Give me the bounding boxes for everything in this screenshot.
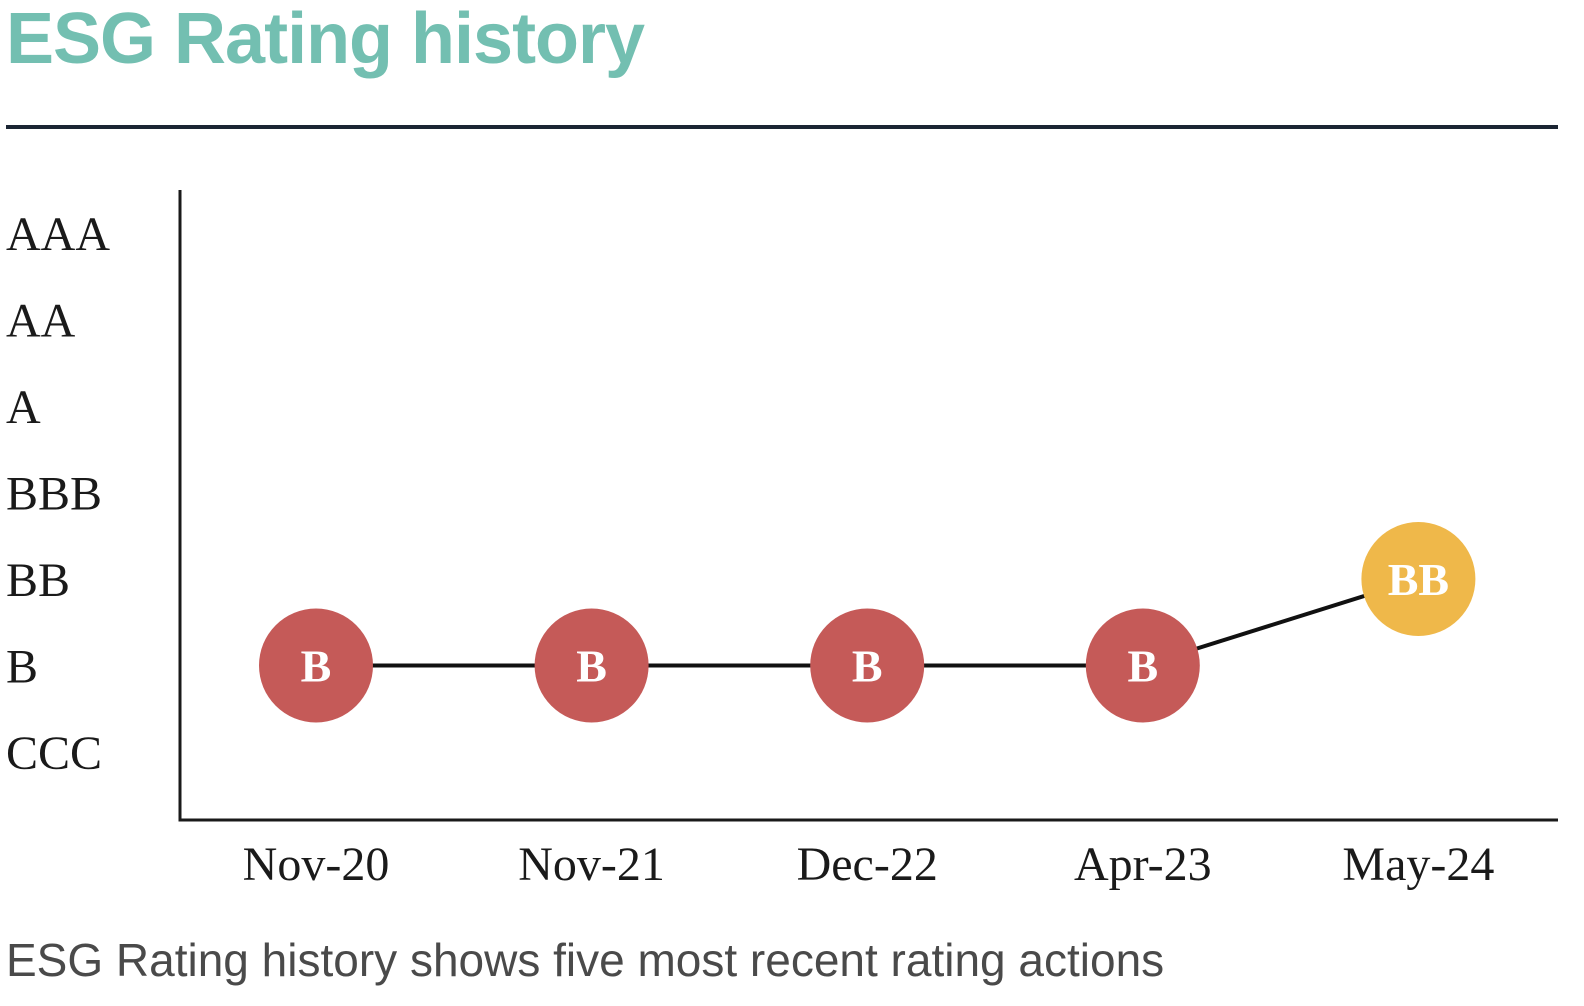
- rating-point: [810, 608, 925, 723]
- y-tick-label: A: [6, 381, 41, 434]
- rating-point: [259, 608, 373, 723]
- y-tick-label: B: [6, 641, 38, 694]
- rating-point: [1085, 608, 1200, 723]
- x-tick-label: Nov-21: [518, 838, 665, 891]
- rating-point-label: B: [852, 641, 883, 692]
- rating-point: [1361, 522, 1476, 636]
- y-tick-label: AAA: [6, 208, 110, 261]
- y-tick-label: AA: [6, 295, 76, 348]
- chart-caption: ESG Rating history shows five most recen…: [6, 934, 1165, 986]
- y-tick-label: BB: [6, 554, 70, 607]
- x-tick-label: May-24: [1342, 838, 1494, 891]
- rating-point-label: BB: [1388, 554, 1449, 605]
- x-axis-ticks: Nov-20 Nov-21 Dec-22 Apr-23 May-24: [243, 838, 1495, 891]
- y-tick-label: BBB: [6, 468, 102, 521]
- rating-points: B B B BBB: [259, 522, 1476, 723]
- x-tick-label: Apr-23: [1074, 838, 1212, 891]
- x-tick-label: Dec-22: [797, 838, 938, 891]
- x-tick-label: Nov-20: [243, 838, 390, 891]
- rating-point-label: B: [1127, 641, 1158, 692]
- rating-point-label: B: [576, 641, 607, 692]
- chart-title: ESG Rating history: [6, 0, 645, 79]
- rating-point: [534, 608, 649, 723]
- title-divider: [6, 125, 1558, 129]
- y-tick-label: CCC: [6, 727, 102, 780]
- rating-point-label: B: [301, 641, 332, 692]
